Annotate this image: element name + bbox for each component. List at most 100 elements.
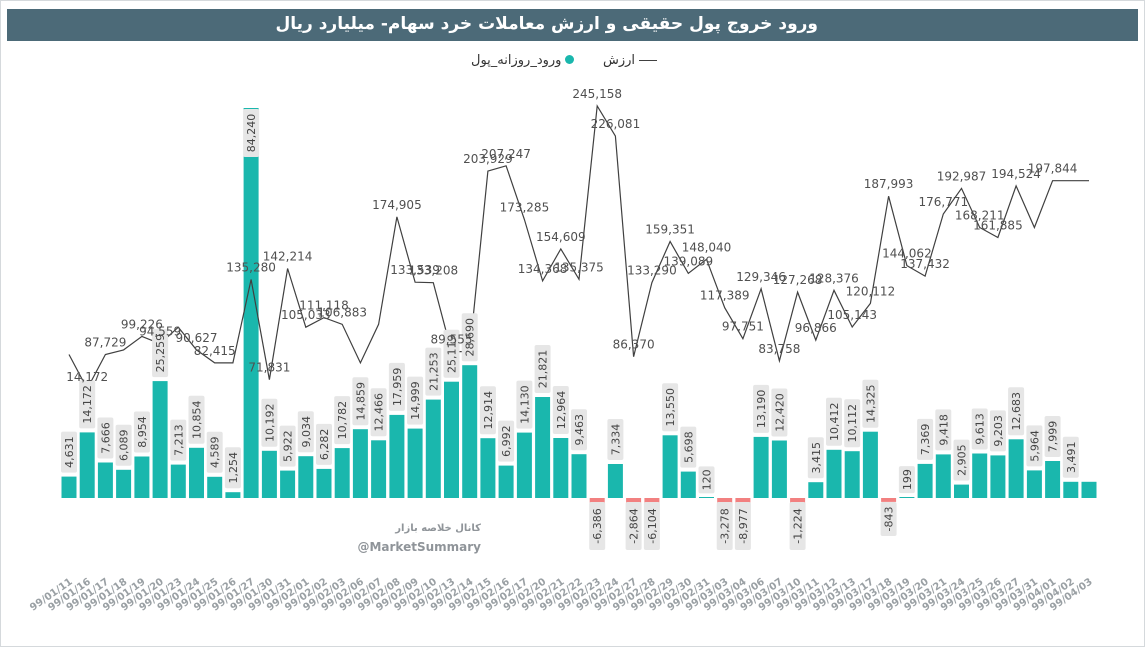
bar[interactable] [171,465,186,498]
bar[interactable] [899,497,914,498]
bar[interactable] [225,492,240,498]
bar[interactable] [80,432,95,498]
bar[interactable] [98,463,113,499]
bar-data-label-text: -8,977 [737,508,750,543]
bar-data-label-text: 6,089 [118,430,131,462]
bar-data-label: 9,034 [298,411,314,452]
line-data-label: 90,627 [176,331,218,345]
bar-data-label: 12,914 [480,386,496,434]
line-data-label: 87,729 [84,336,126,350]
bar-data-label-text: 10,112 [846,404,859,443]
bar[interactable] [553,438,568,498]
bar[interactable] [1009,439,1024,498]
bar[interactable] [608,464,623,498]
bar-data-label-text: 12,964 [555,391,568,430]
bar[interactable] [972,454,987,499]
line-data-label: 83,758 [758,342,800,356]
bar-data-label-text: 9,613 [974,413,987,445]
bar-data-label-text: 12,466 [373,393,386,432]
bar[interactable] [134,457,149,499]
bar[interactable] [1045,461,1060,498]
bar[interactable] [808,482,823,498]
bar[interactable] [444,382,459,498]
bar[interactable] [1082,482,1097,498]
bar-data-label-text: 13,550 [664,388,677,427]
bar-data-label-text: 9,418 [937,414,950,446]
bar[interactable] [426,400,441,498]
bar[interactable] [371,440,386,498]
line-data-label: 135,375 [554,260,604,274]
bar[interactable] [772,441,787,499]
bar-data-label-text: 13,190 [755,390,768,429]
watermark-handle: @MarketSummary [357,540,481,554]
bar[interactable] [936,454,951,498]
bar-data-label: 6,282 [316,424,332,465]
bar[interactable] [681,472,696,498]
line-data-label: 187,993 [864,177,914,191]
bar[interactable] [298,456,313,498]
bar[interactable] [462,365,477,498]
bar-data-label: 13,550 [662,383,678,431]
bar-data-label-text: 7,999 [1047,421,1060,453]
bar-data-label: 6,992 [498,421,514,462]
bar[interactable] [954,485,969,498]
bar-data-label: -1,224 [790,502,806,550]
line-data-label: 197,844 [1028,162,1078,176]
bar[interactable] [572,454,587,498]
bar-data-label: 14,130 [516,381,532,429]
bar[interactable] [918,464,933,498]
bar-data-label-text: 84,240 [245,114,258,153]
bar[interactable] [335,448,350,498]
bar[interactable] [207,477,222,498]
bar[interactable] [353,429,368,498]
bar[interactable] [262,451,277,498]
bar[interactable] [317,469,332,498]
bar-data-label-text: 14,325 [864,384,877,423]
bar[interactable] [189,448,204,498]
bar-data-label: 7,334 [607,419,623,460]
bar[interactable] [863,432,878,498]
bar-data-label-text: 10,854 [191,401,204,440]
bar-data-label-text: 17,959 [391,368,404,407]
bar-data-label-text: 7,334 [609,424,622,456]
bar-data-label-text: 14,859 [354,382,367,421]
bar[interactable] [517,433,532,498]
bar-data-label-text: 8,954 [136,416,149,448]
bar[interactable] [408,429,423,498]
bar[interactable] [845,451,860,498]
bar-data-label-text: 25,259 [154,334,167,373]
bar-data-label-text: 3,415 [810,442,823,474]
bar[interactable] [62,477,77,498]
bar[interactable] [153,381,168,498]
bar[interactable] [1027,470,1042,498]
bar-data-label: -6,386 [589,502,605,550]
line-data-label: 137,432 [900,257,950,271]
bar-data-label: 14,325 [862,380,878,428]
bar-data-label-text: 12,420 [773,393,786,432]
bar[interactable] [827,450,842,498]
bar[interactable] [754,437,769,498]
bar-data-label-text: 4,589 [209,437,222,469]
bar[interactable] [699,497,714,498]
bar[interactable] [480,438,495,498]
bar[interactable] [1063,482,1078,498]
bar-data-label-text: 14,999 [409,381,422,420]
bar[interactable] [280,471,295,498]
line-data-label: 174,905 [372,198,422,212]
line-data-label: 96,866 [795,321,837,335]
bar-data-label: 4,589 [207,432,223,473]
bar[interactable] [116,470,131,498]
bar[interactable] [499,466,514,498]
bar-data-label-text: 3,491 [1065,442,1078,474]
bar[interactable] [881,498,896,502]
bar[interactable] [990,455,1005,498]
bar-data-label-text: -6,386 [591,508,604,543]
bar[interactable] [389,415,404,498]
bar-data-label: -3,278 [717,502,733,550]
bar[interactable] [535,397,550,498]
bar-data-label-text: 7,666 [99,422,112,454]
bar[interactable] [663,435,678,498]
line-data-label: 245,158 [572,87,622,101]
